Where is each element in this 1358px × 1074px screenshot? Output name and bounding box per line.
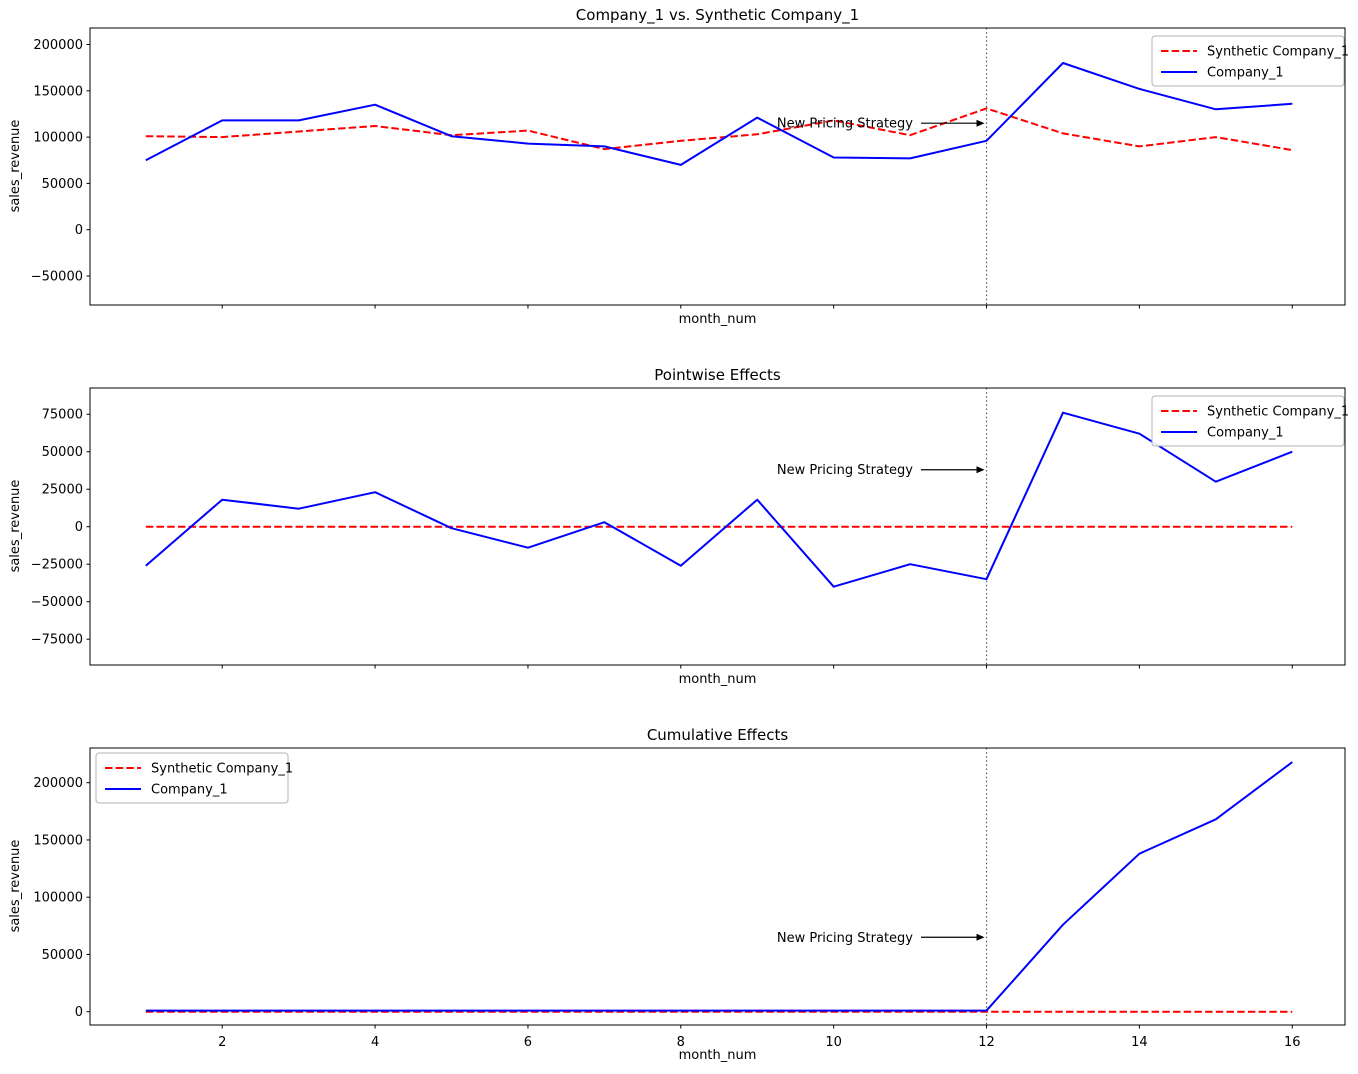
chart-pointwise-effects: −75000 −50000 −25000 0 25000 50000 75000 New Pr… (31, 387, 1349, 669)
annotation-text: New Pricing Strategy (777, 463, 913, 478)
plot-border (89, 387, 1346, 666)
x-tick-label: 16 (1284, 1035, 1301, 1050)
chart-company-1-vs-synthetic-company-1: −50000 0 50000 100000 150000 200000 New Pricin… (31, 27, 1349, 309)
legend-label: Company_1 (151, 783, 228, 798)
x-tick-label: 12 (978, 1035, 995, 1050)
chart-title-comparison: Company_1 vs. Synthetic Company_1 (575, 6, 860, 24)
legend-item-synthetic-company-1: Synthetic Company_1 (1161, 45, 1349, 60)
y-axis: −50000 0 50000 100000 150000 200000 (31, 38, 90, 285)
legend-item-synthetic-company-1: Synthetic Company_1 (105, 762, 293, 777)
plot-border (89, 27, 1346, 306)
annotation-arrowhead (976, 933, 985, 941)
chart-cumulative-effects: 0 50000 100000 150000 200000 2 4 6 8 10 12 14 16 New … (33, 747, 1346, 1050)
annotation-text: New Pricing Strategy (777, 117, 913, 132)
x-axis (221, 665, 1293, 669)
y-tick-label: −75000 (31, 633, 83, 648)
y-tick-label: 200000 (33, 38, 83, 53)
y-tick-label: 150000 (33, 833, 83, 848)
chart-title-pointwise: Pointwise Effects (654, 366, 781, 384)
y-tick-label: 25000 (42, 483, 83, 498)
legend: Synthetic Company_1 Company_1 (95, 752, 293, 804)
legend-item-synthetic-company-1: Synthetic Company_1 (1161, 405, 1349, 420)
legend-label: Synthetic Company_1 (1207, 405, 1349, 420)
x-tick-label: 2 (218, 1035, 226, 1050)
annotation-arrowhead (976, 119, 985, 127)
y-axis-label-pointwise: sales_revenue (8, 479, 23, 573)
y-tick-label: 200000 (33, 776, 83, 791)
y-tick-label: 150000 (33, 84, 83, 99)
y-tick-label: 0 (75, 223, 83, 238)
y-axis: 0 50000 100000 150000 200000 (33, 776, 90, 1020)
legend-box (1151, 395, 1345, 447)
series-line-company-1 (145, 62, 1293, 166)
y-tick-label: 100000 (33, 131, 83, 146)
x-tick-label: 8 (677, 1035, 685, 1050)
y-tick-label: 75000 (42, 408, 83, 423)
x-axis-label-cumulative: month_num (678, 1048, 757, 1063)
legend-label: Synthetic Company_1 (1207, 45, 1349, 60)
x-tick-label: 4 (371, 1035, 379, 1050)
y-axis-label-comparison: sales_revenue (8, 119, 23, 213)
plot-border (89, 747, 1346, 1026)
x-axis (221, 305, 1293, 309)
annotation-arrowhead (976, 466, 985, 474)
x-axis: 2 4 6 8 10 12 14 16 (218, 1025, 1301, 1050)
y-tick-label: −25000 (31, 558, 83, 573)
legend-label: Company_1 (1207, 426, 1284, 441)
series-line-company-1 (145, 761, 1293, 1012)
legend-label: Company_1 (1207, 66, 1284, 81)
y-tick-label: 50000 (42, 177, 83, 192)
legend-item-company-1: Company_1 (105, 783, 228, 798)
legend-item-company-1: Company_1 (1161, 426, 1284, 441)
y-tick-label: 100000 (33, 891, 83, 906)
legend-item-company-1: Company_1 (1161, 66, 1284, 81)
x-tick-label: 6 (524, 1035, 532, 1050)
series-line-synthetic-company-1 (145, 107, 1293, 152)
chart-title-cumulative: Cumulative Effects (646, 726, 789, 744)
y-tick-label: 50000 (42, 948, 83, 963)
y-tick-label: 0 (75, 1005, 83, 1020)
y-tick-label: 0 (75, 520, 83, 535)
x-tick-label: 14 (1131, 1035, 1148, 1050)
legend-box (1151, 35, 1345, 87)
legend-box (95, 752, 289, 804)
annotation-text: New Pricing Strategy (777, 931, 913, 946)
legend: Synthetic Company_1 Company_1 (1151, 395, 1349, 447)
x-tick-label: 10 (825, 1035, 842, 1050)
y-tick-label: −50000 (31, 595, 83, 610)
y-axis: −75000 −50000 −25000 0 25000 50000 75000 (31, 408, 90, 648)
series-line-company-1 (145, 411, 1293, 588)
legend-label: Synthetic Company_1 (151, 762, 293, 777)
y-tick-label: 50000 (42, 445, 83, 460)
y-axis-label-cumulative: sales_revenue (8, 839, 23, 933)
y-tick-label: −50000 (31, 270, 83, 285)
x-axis-label-comparison: month_num (678, 312, 757, 327)
x-axis-label-pointwise: month_num (678, 672, 757, 687)
legend: Synthetic Company_1 Company_1 (1151, 35, 1349, 87)
